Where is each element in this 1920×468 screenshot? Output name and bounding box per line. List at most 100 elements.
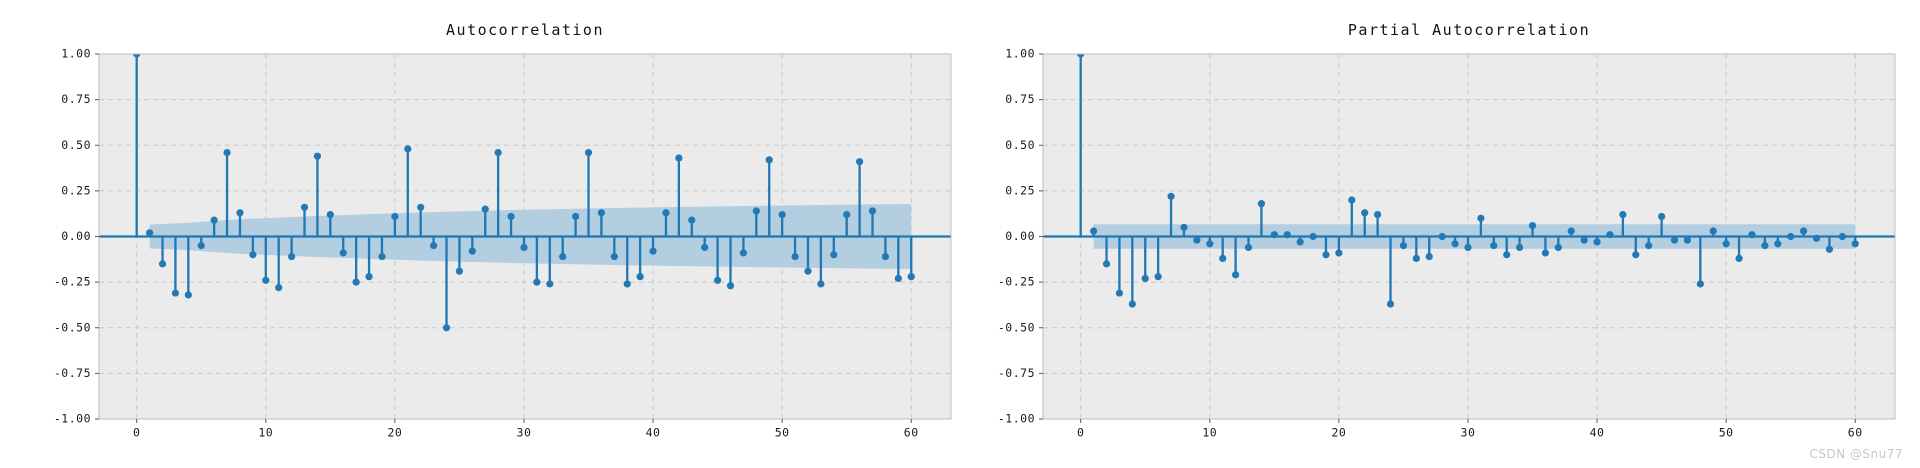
pacf-marker bbox=[1735, 254, 1743, 262]
acf-marker bbox=[675, 154, 683, 162]
acf-marker bbox=[778, 211, 786, 219]
acf-marker bbox=[223, 148, 231, 157]
pacf-marker bbox=[1090, 227, 1098, 235]
pacf-marker bbox=[1244, 243, 1253, 252]
acf-marker bbox=[843, 211, 851, 219]
acf-marker bbox=[610, 252, 618, 261]
acf-marker bbox=[158, 260, 167, 268]
acf-marker bbox=[894, 274, 902, 283]
acf-marker bbox=[726, 282, 735, 290]
acf-ytick-label: -1.00 bbox=[54, 412, 91, 426]
acf-marker bbox=[352, 278, 360, 286]
pacf-marker bbox=[1516, 243, 1524, 252]
acf-ytick-label: -0.75 bbox=[54, 366, 91, 380]
pacf-marker bbox=[1206, 240, 1214, 248]
pacf-ytick-label: 1.00 bbox=[1005, 47, 1035, 61]
acf-marker bbox=[313, 152, 322, 160]
acf-marker bbox=[804, 267, 812, 275]
pacf-marker bbox=[1670, 236, 1679, 244]
acf-marker bbox=[481, 205, 489, 213]
acf-marker bbox=[339, 249, 347, 257]
acf-xtick-label: 10 bbox=[258, 426, 273, 440]
pacf-marker bbox=[1709, 227, 1717, 235]
pacf-marker bbox=[1425, 252, 1433, 261]
pacf-marker bbox=[1722, 240, 1730, 248]
pacf-xtick-label: 50 bbox=[1719, 426, 1734, 440]
pacf-ytick-label: 0.50 bbox=[1005, 138, 1035, 152]
pacf-marker bbox=[1619, 211, 1627, 219]
pacf-marker bbox=[1348, 196, 1356, 204]
acf-marker bbox=[210, 216, 218, 224]
pacf-plot: 0 10 20 30 40 50 60 1.00 0.75 0.50 0.25 0.00 -0.25 -0… bbox=[998, 47, 1896, 440]
pacf-marker bbox=[1399, 242, 1408, 250]
pacf-marker bbox=[1812, 234, 1821, 242]
pacf-marker bbox=[1477, 214, 1485, 222]
acf-marker bbox=[455, 267, 464, 275]
pacf-marker bbox=[1232, 271, 1240, 279]
acf-marker bbox=[184, 291, 192, 299]
acf-ytick-label: 1.00 bbox=[61, 47, 91, 61]
pacf-ticks: 0 10 20 30 40 50 60 1.00 0.75 0.50 0.25 0.00 -0.25 -0… bbox=[998, 47, 1863, 440]
acf-marker bbox=[765, 156, 773, 164]
acf-marker bbox=[365, 273, 373, 281]
acf-marker bbox=[133, 54, 141, 58]
pacf-plot-title: Partial Autocorrelation bbox=[1347, 21, 1591, 39]
acf-marker bbox=[507, 212, 515, 221]
acf-marker bbox=[739, 249, 748, 257]
pacf-marker bbox=[1632, 251, 1640, 259]
acf-marker bbox=[430, 242, 438, 250]
pacf-marker bbox=[1193, 236, 1201, 244]
pacf-marker bbox=[1696, 280, 1704, 288]
acf-marker bbox=[300, 203, 309, 211]
pacf-marker bbox=[1851, 240, 1859, 248]
acf-marker bbox=[249, 251, 257, 259]
acf-plot: 0 10 20 30 40 50 60 1.00 0.75 0.50 0.25 0.00 -0.25 -0… bbox=[54, 47, 952, 440]
acf-marker bbox=[533, 278, 541, 286]
acf-marker bbox=[417, 203, 425, 211]
pacf-marker bbox=[1464, 243, 1472, 252]
acf-ytick-label: 0.50 bbox=[61, 138, 91, 152]
pacf-marker bbox=[1825, 245, 1834, 253]
acf-ytick-label: 0.00 bbox=[61, 229, 91, 243]
acf-xtick-label: 40 bbox=[646, 426, 661, 440]
pacf-marker bbox=[1606, 231, 1614, 239]
acf-marker bbox=[171, 289, 180, 297]
acf-marker bbox=[649, 247, 657, 255]
acf-marker bbox=[275, 284, 283, 292]
acf-marker bbox=[856, 158, 864, 166]
pacf-marker bbox=[1567, 227, 1575, 235]
acf-xtick-label: 20 bbox=[387, 426, 402, 440]
acf-ytick-label: 0.25 bbox=[61, 183, 91, 197]
pacf-marker bbox=[1438, 232, 1446, 241]
acf-marker bbox=[830, 251, 838, 259]
pacf-stems bbox=[1077, 54, 1859, 308]
acf-marker bbox=[378, 252, 386, 261]
pacf-ytick-label: 0.25 bbox=[1005, 183, 1035, 197]
acf-marker bbox=[817, 280, 825, 288]
pacf-ytick-label: -1.00 bbox=[998, 412, 1035, 426]
pacf-marker bbox=[1374, 211, 1382, 219]
pacf-marker bbox=[1322, 251, 1330, 259]
acf-marker bbox=[468, 247, 476, 255]
pacf-marker bbox=[1167, 192, 1175, 200]
pacf-marker bbox=[1580, 236, 1588, 244]
acf-marker bbox=[146, 229, 154, 237]
watermark-text: CSDN @Snu77 bbox=[1809, 447, 1903, 461]
acf-marker bbox=[584, 148, 593, 157]
acf-marker bbox=[623, 280, 631, 288]
acf-marker bbox=[326, 211, 334, 219]
pacf-marker bbox=[1102, 260, 1111, 268]
pacf-marker bbox=[1257, 200, 1266, 208]
acf-marker bbox=[559, 252, 567, 261]
acf-marker bbox=[236, 209, 244, 217]
pacf-marker bbox=[1528, 221, 1537, 230]
acf-xtick-label: 50 bbox=[775, 426, 790, 440]
pacf-marker bbox=[1761, 242, 1769, 250]
acf-marker bbox=[881, 252, 890, 261]
pacf-xtick-label: 60 bbox=[1848, 426, 1863, 440]
pacf-marker bbox=[1386, 300, 1395, 308]
pacf-marker bbox=[1141, 274, 1149, 283]
pacf-marker bbox=[1219, 254, 1227, 262]
acf-xtick-label: 60 bbox=[904, 426, 919, 440]
acf-ticks: 0 10 20 30 40 50 60 1.00 0.75 0.50 0.25 0.00 -0.25 -0… bbox=[54, 47, 919, 440]
